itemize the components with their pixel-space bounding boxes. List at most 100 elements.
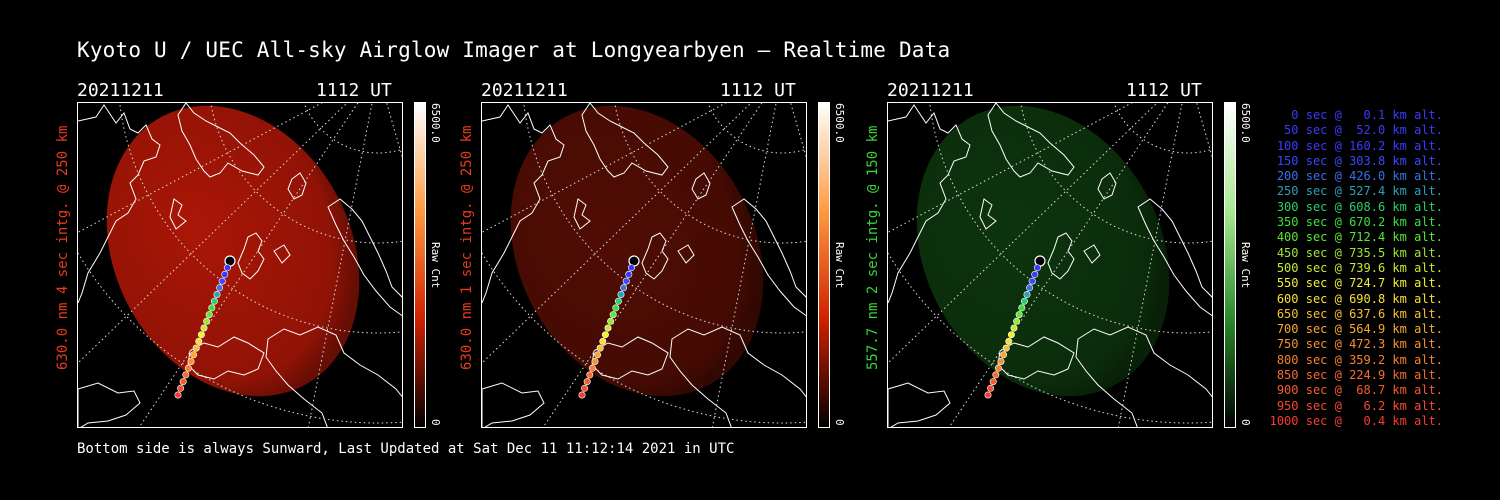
coastline [677,244,695,264]
trajectory-point [581,384,589,392]
legend-row: 400 sec @ 712.4 km alt. [1276,230,1443,245]
airglow-field [916,105,1170,397]
airglow-field [106,105,360,397]
legend-row: 550 sec @ 724.7 km alt. [1276,276,1443,291]
trajectory-point [177,384,185,392]
legend-row: 50 sec @ 52.0 km alt. [1284,123,1443,138]
latitude-circle [1113,103,1212,154]
trajectory-point [984,391,992,399]
trajectory-point [607,317,615,325]
meridian-line [78,103,348,364]
trajectory-point [625,270,633,278]
coastline [273,244,291,264]
coastline [482,382,545,427]
legend-row: 600 sec @ 690.8 km alt. [1276,291,1443,306]
coastline [669,326,806,427]
panel-2-cbar-unit: Raw Cnt [833,242,846,289]
legend-row: 850 sec @ 224.9 km alt. [1276,368,1443,383]
trajectory-point [195,337,203,345]
meridian-line [1117,103,1183,427]
trajectory-point [992,371,1000,379]
coastline [591,336,669,380]
panel-3-ylabel: 557.7 nm 2 sec intg. @ 150 km [865,125,881,370]
legend-row: 500 sec @ 739.6 km alt. [1276,260,1443,275]
trajectory-point [1007,331,1015,339]
latitude-circle [482,252,806,424]
trajectory-point [187,358,195,366]
trajectory-point [200,324,208,332]
meridian-line [482,103,752,364]
latitude-circle [888,252,1212,424]
panel-2-date: 20211211 [481,80,568,101]
meridian-line [1196,103,1212,158]
trajectory-point [622,277,630,285]
legend-row: 900 sec @ 68.7 km alt. [1276,383,1443,398]
meridian-line [888,103,1133,233]
coastline [265,326,402,427]
trajectory-point [1015,311,1023,319]
legend-row: 150 sec @ 303.8 km alt. [1276,153,1443,168]
trajectory-point [192,344,200,352]
trajectory-point [591,358,599,366]
trajectory-point [620,284,628,292]
legend-row: 350 sec @ 670.2 km alt. [1276,215,1443,230]
panel-1-cbar-min: 0 [429,419,442,426]
trajectory-point [578,391,586,399]
panel-1-skymap[interactable] [77,102,403,428]
coastline [169,198,187,230]
meridian-line [307,103,373,427]
legend-row: 800 sec @ 359.2 km alt. [1276,352,1443,367]
legend-row: 300 sec @ 608.6 km alt. [1276,199,1443,214]
trajectory-point [617,291,625,299]
latitude-circle [707,103,806,154]
trajectory-point [208,304,216,312]
panel-3-skymap[interactable] [887,102,1213,428]
panel-3-date: 20211211 [887,80,974,101]
trajectory-point [1013,317,1021,325]
trajectory-point [601,331,609,339]
coastline [581,103,669,178]
trajectory-point [987,384,995,392]
coastline [1137,198,1212,317]
coastline [1047,232,1075,280]
footer-note: Bottom side is always Sunward, Last Upda… [77,441,735,457]
latitude-circle [614,103,806,244]
trajectory-point [997,358,1005,366]
page-title: Kyoto U / UEC All-sky Airglow Imager at … [77,38,951,62]
coastline [888,382,951,427]
coastline [888,104,971,304]
trajectory-point [1023,291,1031,299]
panel-2-colorbar [818,102,830,428]
coastline [482,104,565,304]
trajectory-point [989,378,997,386]
trajectory-point [205,311,213,319]
panel-2-skymap[interactable] [481,102,807,428]
coastline [573,198,591,230]
panel-3-map-svg [888,103,1212,427]
trajectory-point [1010,324,1018,332]
panel-3-cbar-min: 0 [1239,419,1252,426]
meridian-line [482,103,727,233]
legend-row: 950 sec @ 6.2 km alt. [1276,398,1443,413]
legend-row: 650 sec @ 637.6 km alt. [1276,306,1443,321]
trajectory-point [583,378,591,386]
coastline [78,382,141,427]
meridian-line [888,103,1158,364]
coastline [641,232,669,280]
trajectory-point [586,371,594,379]
coastline [78,104,161,304]
coastline [979,198,997,230]
trajectory-point [203,317,211,325]
trajectory-point [599,337,607,345]
trajectory-point [609,311,617,319]
coastline [987,103,1075,178]
trajectory-point [213,291,221,299]
trajectory-point [190,351,198,359]
meridian-line [790,103,806,158]
trajectory-point [216,284,224,292]
coastline [1083,244,1101,264]
coastline [731,198,806,317]
panel-1-time: 1112 UT [316,80,392,101]
legend-row: 200 sec @ 426.0 km alt. [1276,169,1443,184]
panel-1-map-svg [78,103,402,427]
